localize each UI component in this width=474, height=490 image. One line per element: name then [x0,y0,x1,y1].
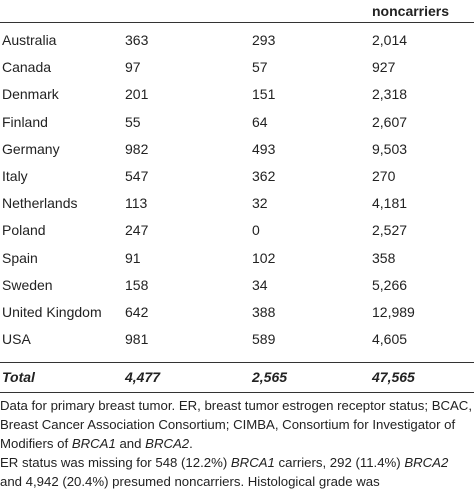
count: 982 [125,140,149,157]
gene-name: BRCA1 [230,455,275,470]
count: 293 [252,32,276,48]
country: Denmark [2,86,59,103]
count: 57 [252,59,268,76]
gene-name: BRCA2 [404,455,449,470]
country: Italy [2,168,28,184]
footnote-text: and [115,436,146,451]
count: 388 [252,304,276,320]
gene-name: BRCA1 [71,436,116,451]
country: Netherlands [2,195,78,212]
count: 9,503 [372,140,408,157]
count: 2,607 [372,113,408,130]
count: 4,181 [372,195,408,212]
country: Poland [2,222,46,239]
footnote-text: Modifiers of [0,436,72,451]
count: 2,527 [372,222,408,239]
total-count: 47,565 [372,369,415,385]
count: 642 [125,304,149,320]
count: 927 [372,59,396,76]
total-label: Total [2,369,35,385]
count: 547 [125,168,149,184]
page: {"table": { "header": {"noncarriers": "n… [0,3,474,489]
count: 151 [252,86,276,103]
count: 5,266 [372,276,408,293]
footnote-line: Breast Cancer Association Consortium; CI… [0,417,455,433]
footnote-text: ER status was missing for 548 (12.2%) [0,455,231,470]
count: 4,605 [372,331,408,348]
count: 64 [252,113,268,130]
footnote-text: carriers, 292 (11.4%) [274,455,405,470]
count: 2,318 [372,86,408,103]
country: United Kingdom [2,304,102,320]
gene-name: BRCA2 [145,436,190,451]
count: 589 [252,331,276,348]
count: 102 [252,249,276,266]
footnote-line: ER status was missing for 548 (12.2%) BR… [0,455,448,471]
country: Canada [2,59,52,76]
count: 358 [372,249,396,266]
total-count: 2,565 [252,369,288,385]
country: Australia [2,32,57,48]
count: 201 [125,86,149,103]
footnote-line: Modifiers of BRCA1 and BRCA2. [0,436,193,452]
country: Germany [2,140,60,157]
total-rule [0,362,474,363]
count: 2,014 [372,32,408,48]
count: 981 [125,331,149,348]
count: 0 [252,222,260,239]
count: 493 [252,140,276,157]
header-rule [0,22,474,23]
country: Sweden [2,276,53,293]
bottom-rule [0,392,474,393]
count: 12,989 [372,304,415,320]
country: Spain [2,249,38,266]
count: 158 [125,276,149,293]
total-count: 4,477 [125,369,161,385]
footnote-text: and 4,942 (20.4%) presumed noncarriers. … [0,474,380,489]
footnote-line: and 4,942 (20.4%) presumed noncarriers. … [0,474,380,490]
count: 363 [125,32,149,48]
count: 362 [252,168,276,184]
footnote-line: Data for primary breast tumor. ER, breas… [0,398,472,414]
count: 91 [125,249,141,266]
count: 34 [252,276,268,293]
country: Finland [2,113,48,130]
footnote-text: Data for primary breast tumor. ER, breas… [0,398,472,413]
count: 270 [372,168,396,184]
count: 55 [125,113,141,130]
column-header: noncarriers [372,3,450,19]
count: 113 [125,195,148,212]
footnote-text: Breast Cancer Association Consortium; CI… [0,417,456,432]
count: 97 [125,59,141,76]
footnote-text: . [189,436,193,451]
count: 32 [252,195,268,212]
country: USA [2,331,31,348]
count: 247 [125,222,149,239]
